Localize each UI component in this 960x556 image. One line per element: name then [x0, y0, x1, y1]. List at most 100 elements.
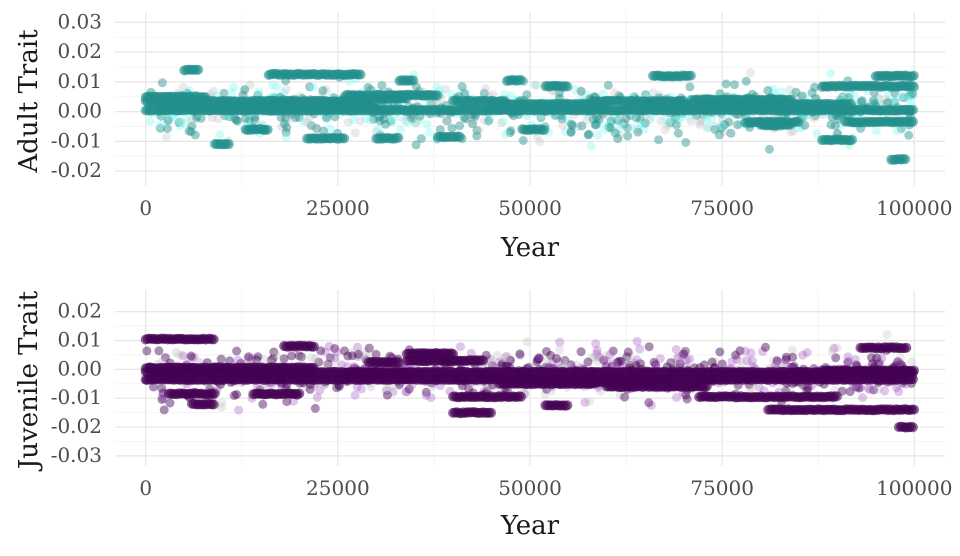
adult-y-tick-label: 0.03	[57, 9, 102, 33]
adult-transient-point	[663, 120, 673, 130]
adult-transient-point	[726, 128, 736, 138]
juvenile-y-tick-label: 0.01	[57, 327, 102, 351]
juvenile-transient-point	[178, 351, 188, 361]
adult-transient-point	[810, 82, 820, 92]
adult-transient-point	[702, 123, 712, 133]
adult-transient-point	[613, 134, 623, 144]
adult-lineage-point	[262, 124, 273, 135]
adult-x-tick-label: 25000	[306, 196, 370, 220]
adult-transient-point	[573, 122, 583, 132]
adult-transient-point	[312, 123, 322, 133]
adult-transient-point	[590, 120, 600, 130]
juvenile-transient-point	[742, 355, 752, 365]
juvenile-lineage-point	[516, 391, 527, 402]
adult-transient-point	[665, 118, 675, 128]
juvenile-lineage-point	[294, 388, 305, 399]
adult-transient-point	[531, 80, 541, 90]
adult-transient-point	[635, 113, 645, 123]
adult-transient-point	[240, 85, 250, 94]
adult-transient-point	[554, 91, 564, 101]
adult-transient-point	[671, 120, 681, 130]
adult-transient-point	[665, 118, 675, 127]
juvenile-transient-point	[880, 386, 890, 396]
juvenile-transient-point	[798, 350, 808, 360]
adult-transient-point	[535, 137, 545, 147]
adult-transient-point	[156, 120, 166, 130]
adult-transient-point	[676, 114, 685, 124]
adult-transient-point	[721, 79, 731, 89]
adult-transient-point	[213, 114, 223, 124]
adult-transient-point	[558, 121, 568, 130]
adult-transient-point	[710, 121, 720, 131]
adult-transient-point	[281, 133, 291, 143]
juvenile-transient-point	[731, 350, 741, 360]
adult-transient-point	[175, 121, 185, 130]
adult-transient-point	[162, 132, 171, 142]
adult-transient-point	[673, 128, 683, 138]
adult-transient-point	[857, 96, 867, 106]
adult-transient-point	[746, 68, 755, 78]
juvenile-transient-point	[867, 353, 876, 362]
adult-transient-point	[178, 82, 188, 92]
adult-transient-point	[386, 116, 396, 126]
adult-points	[140, 64, 919, 165]
adult-transient-point	[190, 130, 200, 140]
adult-transient-point	[318, 86, 328, 96]
adult-transient-point	[306, 121, 316, 131]
adult-transient-point	[522, 90, 532, 100]
adult-transient-point	[594, 114, 604, 124]
juvenile-lineage-point	[208, 334, 219, 345]
adult-transient-point	[718, 122, 728, 132]
adult-transient-point	[594, 117, 604, 127]
juvenile-transient-point	[350, 390, 360, 400]
adult-lineage-point	[339, 133, 350, 144]
adult-transient-point	[582, 115, 592, 125]
adult-transient-point	[467, 119, 477, 129]
juvenile-transient-point	[154, 346, 164, 356]
adult-transient-point	[279, 88, 289, 98]
adult-lineage-point	[401, 93, 412, 104]
adult-transient-point	[459, 113, 469, 123]
adult-transient-point	[179, 118, 188, 128]
adult-lineage-point	[685, 70, 696, 81]
adult-transient-point	[800, 120, 810, 130]
juvenile-lineage-point	[909, 404, 920, 415]
adult-transient-point	[768, 85, 778, 94]
adult-transient-point	[145, 117, 155, 126]
adult-transient-point	[904, 130, 914, 140]
juvenile-transient-point	[623, 347, 633, 357]
adult-transient-point	[387, 117, 397, 127]
adult-lineage-point	[562, 81, 573, 92]
adult-y-tick-label: 0.00	[57, 99, 102, 123]
adult-transient-point	[229, 82, 239, 92]
adult-transient-point	[441, 116, 451, 126]
juvenile-transient-point	[421, 390, 431, 400]
juvenile-transient-point	[142, 346, 152, 356]
adult-transient-point	[809, 113, 819, 123]
adult-y-axis-title: Adult Trait	[14, 29, 44, 174]
adult-transient-point	[563, 115, 573, 125]
juvenile-transient-point	[244, 352, 254, 362]
adult-lineage-point	[393, 132, 404, 143]
adult-transient-point	[570, 85, 580, 95]
adult-transient-point	[219, 88, 229, 98]
juvenile-transient-point	[456, 342, 465, 352]
adult-transient-point	[281, 127, 291, 137]
adult-transient-point	[485, 114, 495, 124]
juvenile-transient-point	[534, 352, 544, 362]
juvenile-transient-point	[234, 405, 244, 415]
adult-transient-point	[882, 98, 892, 108]
juvenile-transient-point	[610, 358, 619, 368]
adult-transient-point	[661, 115, 671, 125]
adult-transient-point	[869, 96, 878, 106]
adult-transient-point	[673, 115, 683, 125]
juvenile-lineage-point	[701, 381, 712, 392]
adult-transient-point	[343, 117, 353, 127]
adult-transient-point	[370, 113, 380, 123]
adult-transient-point	[599, 125, 609, 134]
adult-y-tick-label: -0.02	[51, 158, 102, 182]
adult-transient-point	[880, 95, 890, 105]
adult-transient-point	[632, 124, 642, 134]
adult-lineage-point	[847, 134, 857, 145]
